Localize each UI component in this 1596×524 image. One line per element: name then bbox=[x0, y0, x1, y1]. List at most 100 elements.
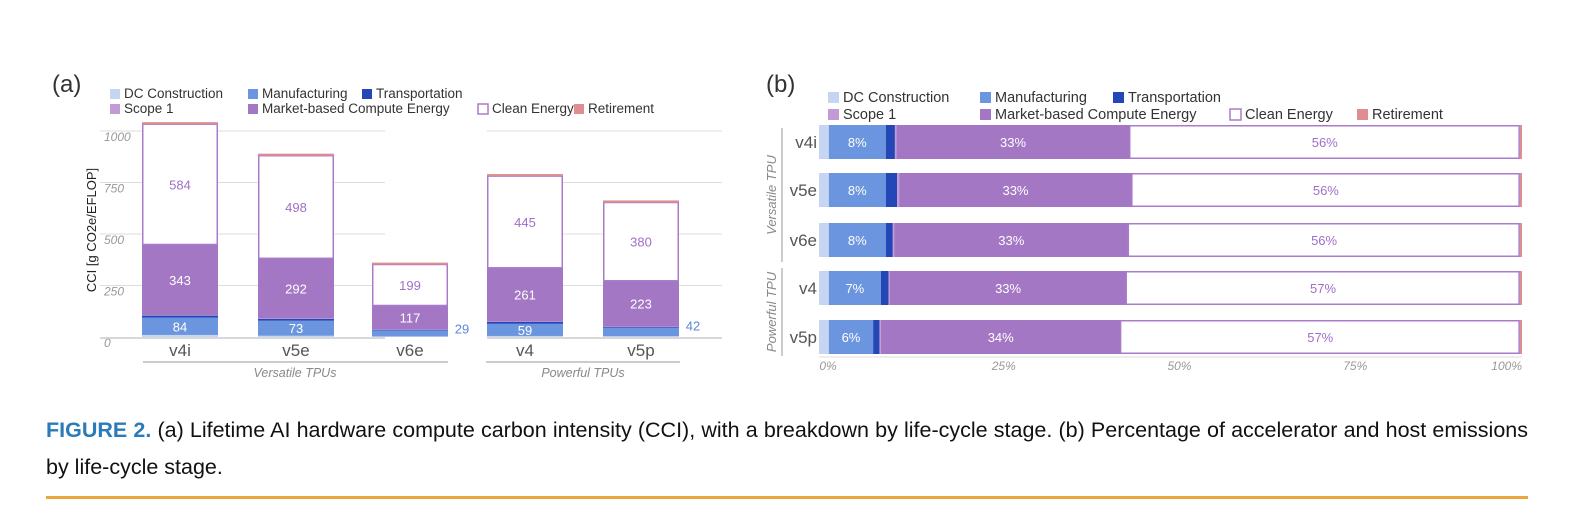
a-data-label-v4i-clean_energy: 584 bbox=[169, 177, 191, 192]
a-bar-v4-transportation bbox=[487, 321, 563, 324]
a-data-label-v5p-market_energy: 223 bbox=[630, 297, 652, 312]
b-bar-v5e-dc_construction bbox=[819, 173, 829, 207]
a-data-label-v5e-manufacturing: 73 bbox=[289, 321, 303, 336]
b-data-label-v6e-market_energy: 33% bbox=[998, 233, 1024, 248]
a-legend-label-manufacturing: Manufacturing bbox=[262, 86, 348, 101]
b-legend-label-dc_construction: DC Construction bbox=[843, 90, 949, 106]
b-bar-v4i-manufacturing bbox=[828, 125, 886, 159]
a-bar-v4i-transportation bbox=[142, 315, 218, 318]
b-data-label-v4-manufacturing: 7% bbox=[845, 281, 864, 296]
b-legend-label-manufacturing: Manufacturing bbox=[995, 90, 1087, 106]
b-category-label-v4: v4 bbox=[799, 279, 817, 298]
a-bar-v5e-manufacturing bbox=[258, 320, 334, 336]
b-bar-v4-scope1 bbox=[888, 271, 891, 305]
b-xtick-label: 50% bbox=[1167, 359, 1191, 373]
a-bar-v5e-clean_energy bbox=[258, 154, 334, 260]
a-legend-label-transportation: Transportation bbox=[376, 86, 463, 101]
b-legend-swatch-transportation bbox=[1113, 92, 1124, 103]
a-data-label-v5e-market_energy: 292 bbox=[285, 281, 307, 296]
b-legend-swatch-dc_construction bbox=[828, 92, 839, 103]
b-legend-swatch-scope1 bbox=[828, 109, 839, 120]
b-bar-v5p-clean_energy bbox=[1119, 320, 1520, 354]
a-bar-v4i-retirement bbox=[142, 122, 218, 125]
b-data-label-v4i-clean_energy: 56% bbox=[1312, 135, 1338, 150]
b-data-label-v5p-clean_energy: 57% bbox=[1307, 330, 1333, 345]
b-legend-label-market_energy: Market-based Compute Energy bbox=[995, 107, 1197, 123]
a-bar-v6e-market_energy bbox=[372, 305, 448, 330]
a-bar-v4i-market_energy bbox=[142, 244, 218, 316]
b-data-label-v4-clean_energy: 57% bbox=[1310, 281, 1336, 296]
a-legend-swatch-retirement bbox=[574, 104, 584, 114]
figure-caption: FIGURE 2. (a) Lifetime AI hardware compu… bbox=[46, 412, 1528, 486]
b-bar-v4-market_energy bbox=[890, 271, 1127, 305]
b-legend-label-clean_energy: Clean Energy bbox=[1245, 107, 1334, 123]
a-category-label-v5e: v5e bbox=[282, 341, 309, 360]
b-legend-label-transportation: Transportation bbox=[1128, 90, 1221, 106]
figure-charts: (a) DC Construction Manufacturing Transport… bbox=[52, 71, 1522, 380]
a-bar-v5p-transportation bbox=[603, 326, 679, 328]
a-bar-v4-dc_construction bbox=[487, 335, 563, 337]
b-category-label-v4i: v4i bbox=[795, 133, 817, 152]
a-ytick-label: 1000 bbox=[104, 130, 131, 144]
b-category-label-v5p: v5p bbox=[790, 328, 817, 347]
b-bar-v5e-transportation bbox=[885, 173, 898, 207]
a-bar-v4i-manufacturing bbox=[142, 317, 218, 335]
a-legend-swatch-market_energy bbox=[248, 104, 258, 114]
a-ytick-label: 750 bbox=[104, 182, 124, 196]
a-data-label-v4i-manufacturing: 84 bbox=[173, 319, 187, 334]
b-data-label-v5p-manufacturing: 6% bbox=[842, 330, 861, 345]
a-bar-v4i-dc_construction bbox=[142, 334, 218, 337]
a-data-label-v6e-clean_energy: 199 bbox=[399, 278, 421, 293]
b-bar-v6e-transportation bbox=[885, 223, 893, 257]
a-bar-v6e-clean_energy bbox=[372, 263, 448, 307]
a-legend-swatch-clean_energy bbox=[477, 103, 489, 115]
a-legend-swatch-transportation bbox=[362, 89, 372, 99]
panel-b-label: (b) bbox=[766, 71, 795, 98]
b-category-label-v6e: v6e bbox=[790, 231, 817, 250]
b-data-label-v4i-market_energy: 33% bbox=[1000, 135, 1026, 150]
b-xtick-label: 25% bbox=[991, 359, 1016, 373]
b-data-label-v4i-manufacturing: 8% bbox=[848, 135, 867, 150]
b-legend-label-scope1: Scope 1 bbox=[843, 107, 896, 123]
a-data-label-v4-market_energy: 261 bbox=[514, 288, 536, 303]
b-bar-v5e-clean_energy bbox=[1131, 173, 1520, 207]
a-bar-v6e-retirement bbox=[372, 262, 448, 265]
a-legend-label-retirement: Retirement bbox=[588, 101, 654, 116]
a-group-label: Versatile TPUs bbox=[254, 366, 337, 380]
a-bar-v4-retirement bbox=[487, 174, 563, 177]
a-bar-v5e-retirement bbox=[258, 153, 334, 156]
b-bar-v5p-manufacturing bbox=[828, 320, 874, 354]
b-bar-v5p-scope1 bbox=[879, 320, 881, 354]
b-data-label-v6e-manufacturing: 8% bbox=[848, 233, 867, 248]
b-bar-v6e-market_energy bbox=[894, 223, 1129, 257]
b-category-label-v5e: v5e bbox=[790, 181, 817, 200]
b-bar-v5p-dc_construction bbox=[819, 320, 829, 354]
b-xtick-label: 100% bbox=[1491, 359, 1522, 373]
a-category-label-v5p: v5p bbox=[627, 341, 654, 360]
a-data-label-v5p-clean_energy: 380 bbox=[630, 235, 652, 250]
a-bar-v5e-transportation bbox=[258, 318, 334, 321]
caption-divider bbox=[46, 496, 1528, 499]
b-bar-v4i-clean_energy bbox=[1128, 125, 1520, 159]
b-group-label: Versatile TPU bbox=[764, 155, 779, 235]
b-legend-swatch-retirement bbox=[1357, 109, 1368, 120]
a-data-label-v5e-clean_energy: 498 bbox=[285, 200, 307, 215]
b-bar-v5e-scope1 bbox=[897, 173, 900, 207]
b-bar-v5e-manufacturing bbox=[828, 173, 886, 207]
a-legend-label-scope1: Scope 1 bbox=[124, 101, 174, 116]
b-bar-v4-clean_energy bbox=[1125, 271, 1520, 305]
b-data-label-v5e-manufacturing: 8% bbox=[848, 183, 867, 198]
a-category-label-v4: v4 bbox=[516, 341, 534, 360]
a-legend-label-dc_construction: DC Construction bbox=[124, 86, 223, 101]
b-bar-v6e-manufacturing bbox=[828, 223, 886, 257]
b-group-label: Powerful TPU bbox=[764, 271, 779, 352]
a-y-axis-title: CCI [g CO2e/EFLOP] bbox=[84, 168, 99, 292]
b-legend-label-retirement: Retirement bbox=[1372, 107, 1443, 123]
b-legend-swatch-market_energy bbox=[980, 109, 991, 120]
a-data-label-v6e-manufacturing: 29 bbox=[455, 321, 469, 336]
b-data-label-v5e-clean_energy: 56% bbox=[1313, 183, 1339, 198]
a-bar-v6e-manufacturing bbox=[372, 330, 448, 337]
b-bar-v6e-dc_construction bbox=[819, 223, 829, 257]
a-legend-label-market_energy: Market-based Compute Energy bbox=[262, 101, 450, 116]
b-bar-v6e-scope1 bbox=[892, 223, 895, 257]
